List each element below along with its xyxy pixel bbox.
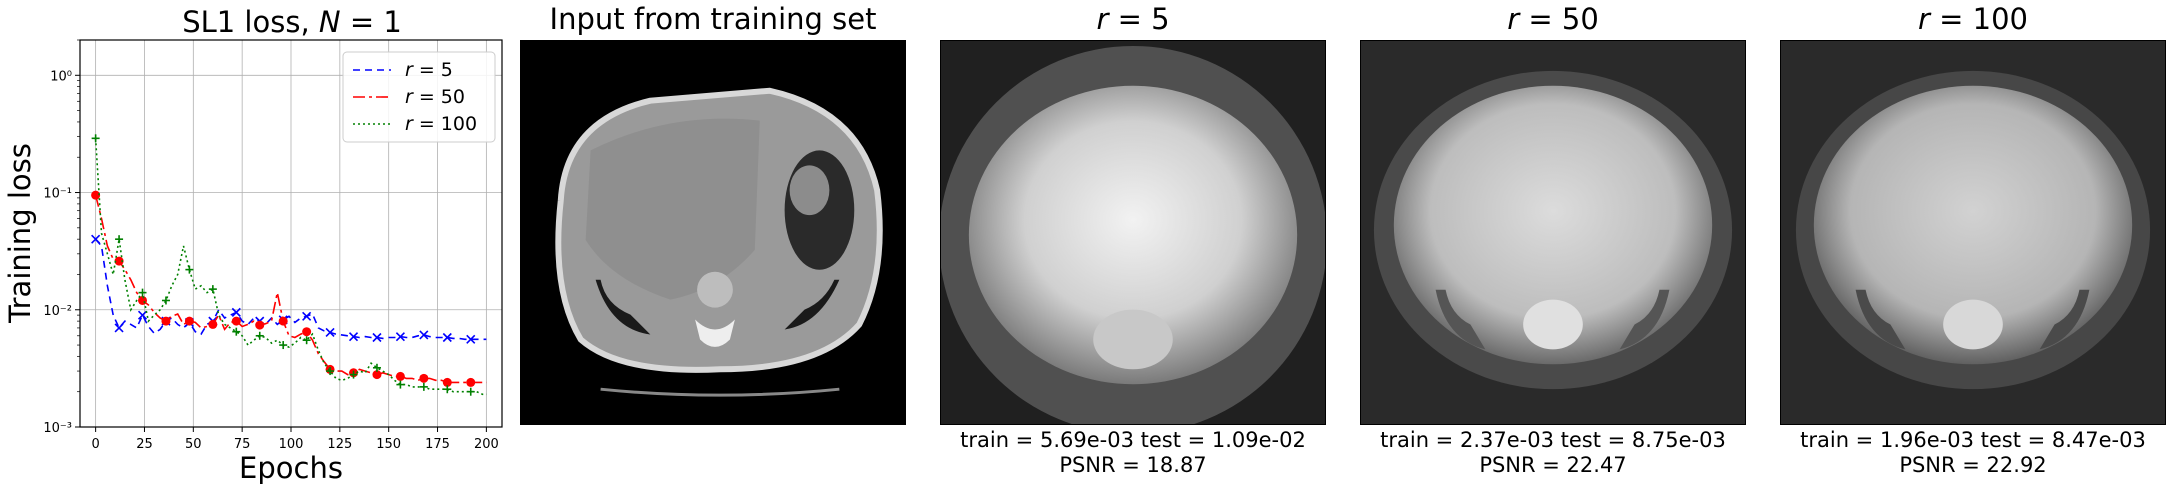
y-tick-label: 10⁰ [50,69,72,84]
data-point-2 [302,327,312,337]
y-tick-label: 10⁻² [43,304,72,319]
x-tick-label: 25 [136,437,153,452]
data-point-1 [442,332,452,343]
data-point-1 [91,234,101,244]
r50-reconstruction-image [1360,40,1746,425]
x-tick-label: 100 [279,437,304,452]
data-point-2 [466,377,476,387]
x-tick-label: 200 [474,437,499,452]
data-point-3 [349,370,358,379]
data-point-3 [419,382,428,391]
r100-stats: train = 1.96e-03 test = 8.47e-03 PSNR = … [1763,428,2173,478]
data-point-1 [419,330,429,340]
x-tick-label: 150 [376,437,401,452]
y-tick-label: 10⁻³ [43,421,72,436]
data-point-2 [91,190,101,200]
input-ct-image [520,40,906,425]
legend-label: r = 100 [405,113,477,135]
x-tick-label: 0 [91,437,99,452]
data-point-3 [443,385,452,394]
input-panel-title: Input from training set [549,2,877,36]
data-point-3 [161,296,170,305]
y-tick-label: 10⁻¹ [43,187,72,202]
data-point-3 [91,134,100,143]
r50-psnr: PSNR = 22.47 [1479,453,1627,477]
legend-label: r = 5 [405,59,453,81]
r5-psnr: PSNR = 18.87 [1059,453,1207,477]
r50-train-test: train = 2.37e-03 test = 8.75e-03 [1380,428,1726,452]
r5-panel-title: r = 5 [1096,2,1170,36]
data-point-2 [278,316,288,326]
data-point-2 [114,256,124,266]
r5-stats: train = 5.69e-03 test = 1.09e-02 PSNR = … [923,428,1343,478]
loss-chart: SL1 loss, N = 1 0 25 50 75 100 125 150 175 200 10… [3,5,503,485]
data-point-2 [442,377,452,387]
data-point-1 [137,310,148,320]
data-point-3 [279,341,288,350]
x-axis-label: Epochs [239,451,343,485]
data-point-3 [396,380,405,389]
series-layer [91,134,487,396]
data-point-3 [302,336,311,345]
data-point-1 [325,327,335,338]
data-point-2 [161,316,171,326]
r100-psnr: PSNR = 22.92 [1899,453,2047,477]
data-point-3 [255,331,264,340]
x-tick-label: 175 [425,437,450,452]
series-line-2 [94,194,487,384]
data-point-3 [208,285,217,294]
data-point-2 [184,316,194,326]
data-point-2 [208,319,218,329]
data-point-1 [231,307,241,317]
data-point-3 [115,235,124,244]
data-point-1 [372,332,382,343]
data-point-3 [138,288,147,297]
data-point-1 [395,332,405,342]
data-point-1 [466,334,476,344]
data-point-2 [255,320,265,330]
legend-box [342,51,496,143]
data-point-1 [348,332,359,342]
data-point-2 [231,316,241,326]
data-point-3 [185,265,194,274]
x-tick-label: 75 [234,437,251,452]
data-point-3 [372,363,381,372]
x-tick-label: 125 [327,437,352,452]
legend: r = 5 r = 50 r = 100 [342,51,496,143]
data-point-2 [372,370,382,380]
r50-stats: train = 2.37e-03 test = 8.75e-03 PSNR = … [1343,428,1763,478]
y-axis-label: Training loss [3,143,37,324]
data-point-1 [114,323,124,333]
ticks: 0 25 50 75 100 125 150 175 200 10⁻³ 10⁻² 10⁻¹ 10⁰ [43,39,499,452]
data-point-2 [419,373,429,383]
chart-title: SL1 loss, N = 1 [182,5,402,39]
r100-panel-title: r = 100 [1917,2,2029,36]
r50-panel-title: r = 50 [1507,2,1599,36]
r5-reconstruction-image [940,40,1326,425]
r5-train-test: train = 5.69e-03 test = 1.09e-02 [960,428,1306,452]
data-point-3 [326,367,335,376]
data-point-3 [232,327,241,336]
data-point-1 [302,311,312,321]
r100-train-test: train = 1.96e-03 test = 8.47e-03 [1800,428,2146,452]
data-point-3 [466,387,475,396]
r100-reconstruction-image [1780,40,2166,425]
x-tick-label: 50 [185,437,202,452]
data-point-2 [395,371,405,381]
legend-label: r = 50 [405,86,465,108]
series-line-1 [94,238,487,341]
